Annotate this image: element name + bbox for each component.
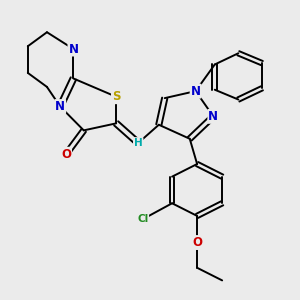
Text: N: N — [208, 110, 218, 123]
Text: Cl: Cl — [137, 214, 148, 224]
Text: H: H — [134, 138, 142, 148]
Text: N: N — [190, 85, 201, 98]
Text: O: O — [61, 148, 71, 161]
Text: S: S — [112, 90, 120, 103]
Text: N: N — [55, 100, 65, 113]
Text: O: O — [192, 236, 202, 249]
Text: N: N — [68, 43, 78, 56]
